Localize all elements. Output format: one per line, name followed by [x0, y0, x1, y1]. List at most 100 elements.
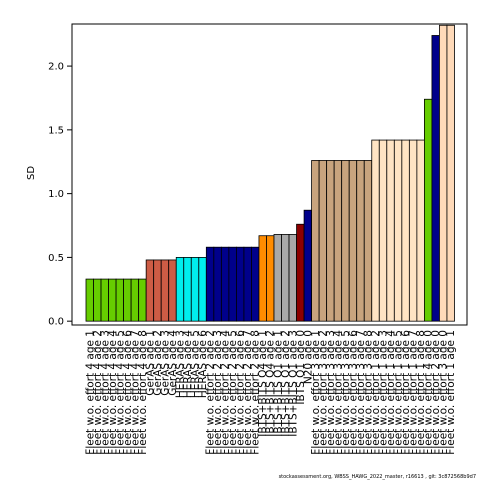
bar	[205, 246, 215, 322]
x-tick-label: IBTS+BITS Q4 age 2	[265, 330, 277, 437]
bar	[296, 223, 305, 322]
x-tick-label: Fleet w.o. effort 2 age 7	[242, 330, 254, 455]
bar	[333, 160, 343, 322]
x-tick-label: Fleet w.o. effort 2 age 4	[220, 330, 232, 455]
bar	[363, 160, 373, 322]
bar	[326, 160, 335, 322]
x-tick-label: HERAS age 6	[197, 330, 209, 398]
x-tick-label: GerAS age 1	[144, 330, 156, 396]
bar	[408, 139, 418, 322]
y-tick-label: 1.0	[48, 189, 64, 200]
bar	[431, 35, 440, 322]
x-tick-label: Fleet w.o. effort 1 age 7	[408, 330, 420, 455]
bar	[371, 139, 380, 322]
x-tick-label: IBTS Q1 age 0	[295, 330, 307, 405]
x-tick-label: Fleet w.o. effort 3 age 0	[438, 330, 450, 455]
x-tick-label: Fleet w.o. effort 2 age 6	[235, 330, 247, 455]
x-tick-label: Fleet w.o. effort 2 age 0	[430, 330, 442, 455]
bar	[100, 278, 109, 322]
x-tick-label: Fleet w.o. effort 2 age 2	[205, 330, 217, 455]
bar	[145, 259, 155, 322]
x-tick-label: Fleet w.o. effort 4 age 7	[129, 330, 141, 455]
bar	[356, 160, 365, 322]
bar	[416, 139, 425, 322]
bar	[213, 246, 222, 322]
y-tick-label: 0.0	[48, 317, 64, 328]
y-tick-label: 0.5	[48, 253, 64, 264]
bar	[228, 246, 237, 322]
bar	[288, 234, 297, 322]
bar	[273, 234, 282, 322]
x-tick-label: Fleet w.o. effort 1 age 3	[378, 330, 390, 455]
bar	[138, 278, 147, 322]
x-tick-label: Fleet w.o. effort 3 age 1	[310, 330, 322, 455]
bar	[115, 278, 125, 322]
bar	[130, 278, 140, 322]
bar	[251, 246, 260, 322]
x-tick-label: GerAS age 4	[167, 330, 179, 396]
bar	[386, 139, 395, 322]
x-tick-label: HERAS age 4	[182, 330, 194, 398]
footer: stockassessment.org, WBSS_HAWG_2022_mast…	[279, 474, 476, 480]
bar	[281, 234, 290, 322]
bar	[303, 209, 312, 322]
x-tick-label: IBTS+BITS Q1 age 2	[280, 330, 292, 437]
bar	[85, 278, 94, 322]
bar	[168, 259, 177, 322]
x-tick-label: Fleet w.o. effort 3 age 2	[317, 330, 329, 455]
x-tick-label: Fleet w.o. effort 4 age 6	[122, 330, 134, 455]
y-tick-label: 2.0	[48, 62, 64, 73]
x-tick-label: Fleet w.o. effort 3 age 8	[363, 330, 375, 455]
x-tick-label: Fleet w.o. effort 4 age 5	[114, 330, 126, 455]
x-tick-label: Fleet w.o. effort 2 age 5	[227, 330, 239, 455]
x-tick-label: Fleet w.o. effort 4 age 0	[423, 330, 435, 455]
plot-frame	[71, 23, 468, 326]
bar	[160, 259, 170, 322]
x-tick-label: Fleet w.o. effort 3 age 3	[325, 330, 337, 455]
bar	[401, 139, 410, 322]
bar	[93, 278, 102, 322]
x-tick-label: GerAS age 3	[159, 330, 171, 396]
x-tick-label: Fleet w.o. effort 1 age 8	[415, 330, 427, 455]
bar	[341, 160, 350, 322]
x-tick-label: N20 age 0	[302, 330, 314, 384]
bar	[439, 24, 448, 322]
x-tick-label: HERAS age 3	[175, 330, 187, 398]
bar	[183, 257, 192, 322]
x-tick-label: IBTS+BITS Q4 age 1	[257, 330, 269, 437]
x-tick-label: Fleet w.o. effort 4 age 8	[137, 330, 149, 455]
bar	[266, 235, 275, 322]
x-tick-label: Fleet w.o. effort 2 age 3	[212, 330, 224, 455]
bar	[190, 257, 200, 322]
y-tick-label: 1.5	[48, 125, 64, 136]
x-tick-label: Fleet w.o. effort 1 age 6	[400, 330, 412, 455]
y-axis-label: SD	[26, 166, 37, 180]
bar	[220, 246, 230, 322]
bar	[243, 246, 252, 322]
x-tick-label: Fleet w.o. effort 3 age 7	[355, 330, 367, 455]
bar	[153, 259, 162, 322]
bar	[175, 257, 185, 322]
x-tick-label: GerAS age 2	[152, 330, 164, 396]
x-tick-label: IBTS+BITS Q1 age 3	[287, 330, 299, 437]
x-tick-label: Fleet w.o. effort 4 age 3	[99, 330, 111, 455]
bar	[198, 257, 207, 322]
x-tick-label: Fleet w.o. effort 1 age 5	[393, 330, 405, 455]
x-tick-label: Fleet w.o. effort 4 age 1	[84, 330, 96, 455]
bar	[123, 278, 132, 322]
x-tick-label: Fleet w.o. effort 3 age 6	[347, 330, 359, 455]
x-tick-label: HERAS age 5	[190, 330, 202, 398]
x-tick-label: Fleet w.o. effort 3 age 5	[340, 330, 352, 455]
bar	[348, 160, 358, 322]
bar	[258, 235, 267, 322]
bar	[235, 246, 245, 322]
x-tick-label: Fleet w.o. effort 4 age 4	[107, 330, 119, 455]
bar	[311, 160, 320, 322]
x-tick-label: Fleet w.o. effort 1 age 4	[385, 330, 397, 455]
bar	[378, 139, 388, 322]
bar	[423, 98, 433, 322]
x-tick-label: Fleet w.o. effort 4 age 2	[92, 330, 104, 455]
x-tick-label: Fleet w.o. effort 3 age 4	[332, 330, 344, 455]
x-tick-label: Fleet w.o. effort 2 age 8	[250, 330, 262, 455]
bar	[108, 278, 117, 322]
